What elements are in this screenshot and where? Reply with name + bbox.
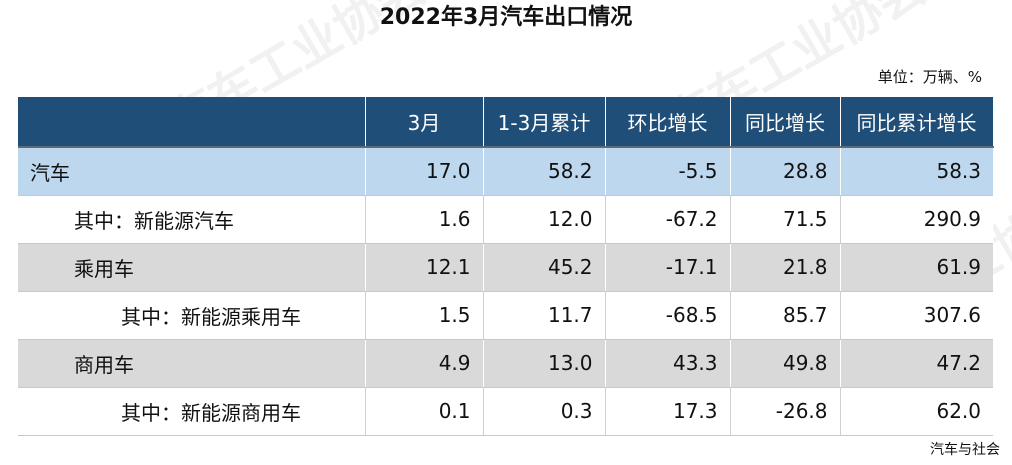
table-cell: 0.1 — [365, 387, 484, 436]
column-header: 环比增长 — [605, 97, 731, 147]
table-cell: 1.5 — [365, 291, 484, 340]
table-cell: 1.6 — [365, 195, 484, 244]
table-cell: 58.3 — [840, 146, 993, 196]
table-cell: -26.8 — [730, 387, 841, 436]
table-cell: 13.0 — [483, 339, 606, 388]
column-header — [18, 97, 366, 147]
row-label: 其中：新能源商用车 — [18, 387, 366, 436]
table-row: 其中：新能源商用车 0.1 0.3 17.3 -26.8 62.0 — [18, 387, 993, 436]
row-label: 乘用车 — [18, 243, 366, 292]
column-header: 3月 — [365, 97, 484, 147]
table-cell: 85.7 — [730, 291, 841, 340]
table-cell: 28.8 — [730, 146, 841, 196]
table-cell: -17.1 — [605, 243, 731, 292]
source-credit: 汽车与社会 — [930, 442, 1000, 458]
table-cell: 58.2 — [483, 146, 606, 196]
table-cell: 21.8 — [730, 243, 841, 292]
table-cell: 17.0 — [365, 146, 484, 196]
table-row: 商用车 4.9 13.0 43.3 49.8 47.2 — [18, 339, 993, 388]
table-cell: 49.8 — [730, 339, 841, 388]
table-cell: 307.6 — [840, 291, 993, 340]
table-cell: 45.2 — [483, 243, 606, 292]
table-cell: 11.7 — [483, 291, 606, 340]
row-label: 商用车 — [18, 339, 366, 388]
table-header-row: 3月 1-3月累计 环比增长 同比增长 同比累计增长 — [18, 97, 994, 147]
column-header: 1-3月累计 — [483, 97, 606, 147]
column-header: 同比累计增长 — [840, 97, 994, 147]
table-cell: 12.0 — [483, 195, 606, 244]
table-cell: 290.9 — [840, 195, 993, 244]
table-cell: 62.0 — [840, 387, 993, 436]
table-row: 乘用车 12.1 45.2 -17.1 21.8 61.9 — [18, 243, 993, 292]
table-cell: 61.9 — [840, 243, 993, 292]
table-cell: 4.9 — [365, 339, 484, 388]
table-cell: -5.5 — [605, 146, 731, 196]
row-label: 其中：新能源汽车 — [18, 195, 366, 244]
table-cell: 0.3 — [483, 387, 606, 436]
table-cell: 47.2 — [840, 339, 993, 388]
table-cell: -68.5 — [605, 291, 731, 340]
column-header: 同比增长 — [730, 97, 841, 147]
table-row: 其中：新能源汽车 1.6 12.0 -67.2 71.5 290.9 — [18, 195, 993, 244]
table-cell: 43.3 — [605, 339, 731, 388]
export-table: 3月 1-3月累计 环比增长 同比增长 同比累计增长 汽车 17.0 58.2 … — [18, 97, 994, 436]
table-row: 汽车 17.0 58.2 -5.5 28.8 58.3 — [18, 146, 993, 196]
table-cell: 12.1 — [365, 243, 484, 292]
table-cell: -67.2 — [605, 195, 731, 244]
row-label: 其中：新能源乘用车 — [18, 291, 366, 340]
table-row: 其中：新能源乘用车 1.5 11.7 -68.5 85.7 307.6 — [18, 291, 993, 340]
page-title: 2022年3月汽车出口情况 — [379, 5, 633, 30]
table-cell: 17.3 — [605, 387, 731, 436]
row-label: 汽车 — [18, 146, 366, 196]
table-cell: 71.5 — [730, 195, 841, 244]
unit-label: 单位：万辆、% — [877, 68, 982, 86]
